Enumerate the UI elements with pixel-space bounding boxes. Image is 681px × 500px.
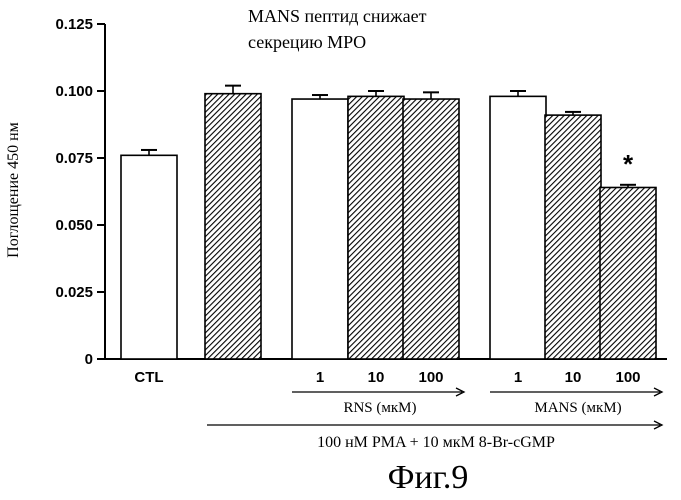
y-tick-label: 0.050: [55, 217, 93, 234]
chart-title-line-2: секрецию MPO: [248, 32, 366, 52]
x-tick-label: 1: [514, 369, 522, 386]
bar: [490, 96, 546, 359]
figure-caption: Фиг.9: [388, 459, 469, 496]
x-tick-label: CTL: [134, 369, 163, 386]
x-tick-label: 10: [565, 369, 582, 386]
y-tick-label: 0.125: [55, 16, 93, 33]
y-tick-label: 0: [85, 351, 93, 368]
x-tick-label: 100: [615, 369, 640, 386]
bar: [205, 94, 261, 359]
y-tick-label: 0.100: [55, 83, 93, 100]
mans-group-label: MANS (мкМ): [534, 400, 621, 416]
rns-group-label: RNS (мкМ): [343, 400, 416, 416]
treatment-label: 100 нМ PMA + 10 мкМ 8-Br-cGMP: [317, 434, 555, 451]
bar: [545, 115, 601, 359]
bar: [600, 187, 656, 359]
bar: [348, 96, 404, 359]
x-tick-label: 1: [316, 369, 324, 386]
significance-star: *: [623, 149, 634, 179]
bar: [121, 155, 177, 359]
bars: *: [121, 86, 656, 359]
x-tick-label: 100: [418, 369, 443, 386]
y-ticks: 0 0.025 0.050 0.075 0.100 0.125: [55, 16, 105, 368]
y-axis-label: Поглощение 450 нм: [5, 122, 22, 258]
y-tick-label: 0.025: [55, 284, 93, 301]
bar: [403, 99, 459, 359]
bar: [292, 99, 348, 359]
x-tick-labels: CTL 1 10 100 1 10 100: [134, 369, 640, 386]
x-tick-label: 10: [368, 369, 385, 386]
y-tick-label: 0.075: [55, 150, 93, 167]
chart-title-line-1: MANS пептид снижает: [248, 6, 427, 26]
